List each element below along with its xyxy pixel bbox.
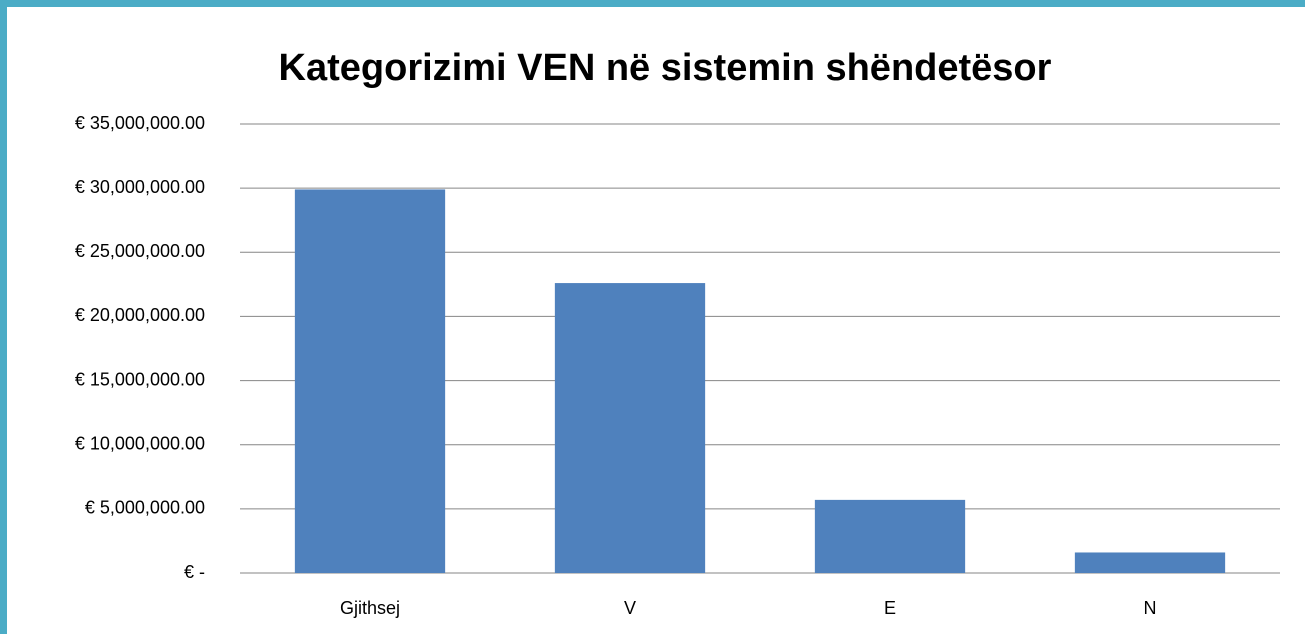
y-tick-label: € 25,000,000.00: [75, 241, 205, 261]
bar: [554, 283, 706, 573]
chart-title: Kategorizimi VEN në sistemin shëndetësor: [279, 47, 1052, 89]
y-tick-label: € 35,000,000.00: [75, 113, 205, 133]
x-tick-label: N: [1144, 598, 1157, 618]
x-tick-label: Gjithsej: [340, 598, 400, 618]
y-tick-label: € 20,000,000.00: [75, 305, 205, 325]
bar: [1074, 552, 1226, 573]
bar: [294, 189, 446, 573]
frame-top: [0, 0, 1305, 7]
y-tick-label: € -: [184, 562, 205, 582]
bar: [814, 499, 966, 573]
x-tick-label: V: [624, 598, 636, 618]
y-tick-label: € 5,000,000.00: [85, 498, 205, 518]
y-tick-label: € 30,000,000.00: [75, 177, 205, 197]
y-tick-label: € 15,000,000.00: [75, 369, 205, 389]
y-tick-label: € 10,000,000.00: [75, 433, 205, 453]
x-tick-label: E: [884, 598, 896, 618]
frame-left: [0, 0, 7, 634]
